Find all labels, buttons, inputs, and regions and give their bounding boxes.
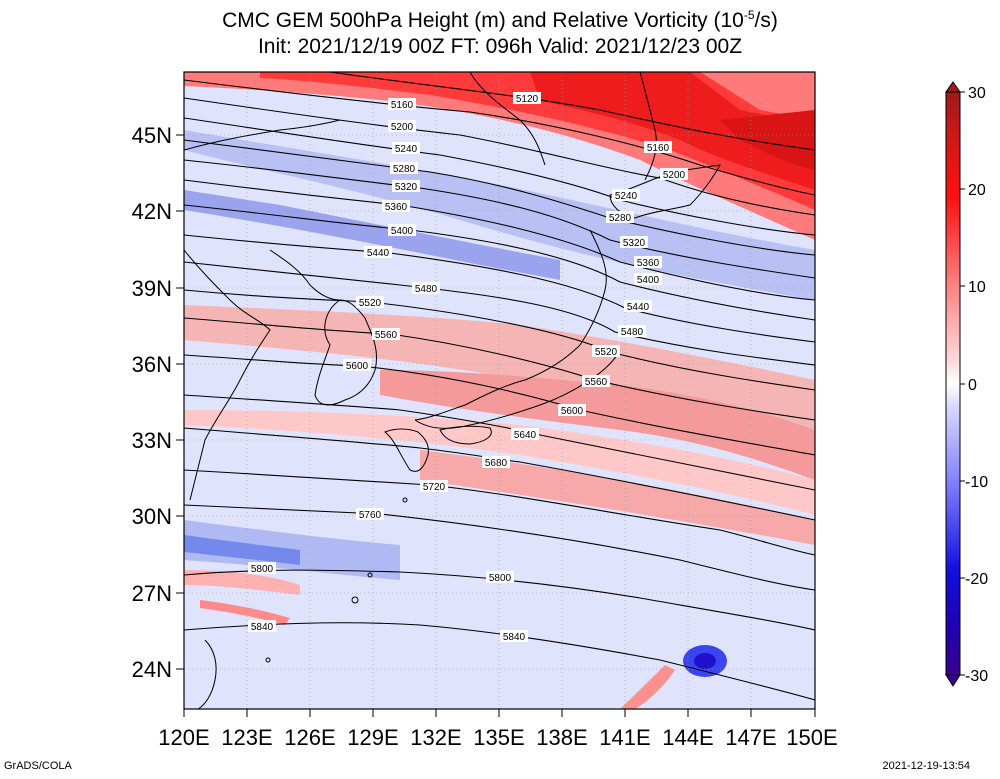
lon-label: 135E <box>473 725 524 750</box>
contour-label: 5680 <box>485 458 508 469</box>
contour-label: 5240 <box>395 144 418 155</box>
footer-timestamp: 2021-12-19-13:54 <box>882 760 970 772</box>
contour-label: 5160 <box>391 100 414 111</box>
colorbar-bottom-arrow <box>945 674 961 687</box>
colorbar-tick-label: 0 <box>968 377 977 394</box>
colorbar-tick-label: 20 <box>968 182 986 199</box>
contour-label: 5760 <box>359 510 382 521</box>
colorbar-tick-label: -30 <box>965 668 988 685</box>
lon-label: 147E <box>725 725 776 750</box>
colorbar-top-arrow <box>945 81 961 93</box>
lon-label: 141E <box>599 725 650 750</box>
lon-label: 138E <box>536 725 587 750</box>
contour-label: 5480 <box>415 284 438 295</box>
colorbar-tick-label: 30 <box>968 85 986 102</box>
footer-credit: GrADS/COLA <box>4 760 72 772</box>
latitude-labels: 45N 42N 39N 36N 33N 30N 27N 24N <box>132 123 172 682</box>
colorbar-gradient <box>945 91 961 676</box>
lon-label: 120E <box>158 725 209 750</box>
contour-label: 5520 <box>595 347 618 358</box>
lat-label: 24N <box>132 657 172 682</box>
contour-label: 5440 <box>367 248 390 259</box>
lon-label: 126E <box>284 725 335 750</box>
colorbar-tick-label: -20 <box>965 571 988 588</box>
lat-label: 33N <box>132 428 172 453</box>
contour-label-5120-north: 5120 <box>513 92 541 105</box>
coastlines <box>184 72 721 709</box>
contour-label: 5240 <box>615 191 638 202</box>
lat-label: 42N <box>132 199 172 224</box>
contour-label: 5720 <box>423 482 446 493</box>
contour-label: 5160 <box>388 98 416 111</box>
contour-label: 5480 <box>621 327 644 338</box>
lat-label: 39N <box>132 276 172 301</box>
map-title-line1: CMC GEM 500hPa Height (m) and Relative V… <box>222 8 778 32</box>
colorbar-tick-label: 10 <box>968 279 986 296</box>
contour-label: 5440 <box>627 302 650 313</box>
contour-label: 5600 <box>561 406 584 417</box>
contour-label: 5800 <box>251 564 274 575</box>
contour-label: 5400 <box>391 226 414 237</box>
lon-label: 144E <box>662 725 713 750</box>
contour-label: 5840 <box>503 632 526 643</box>
lon-label: 150E <box>786 725 837 750</box>
colorbar-tick-label: -10 <box>965 474 988 491</box>
vorticity-field <box>184 72 815 709</box>
contour-label: 5200 <box>391 122 414 133</box>
contour-label: 5400 <box>637 275 660 286</box>
contour-label: 5320 <box>623 238 646 249</box>
lon-label: 123E <box>221 725 272 750</box>
contour-label: 5640 <box>514 430 537 441</box>
contour-label: 5520 <box>359 298 382 309</box>
contour-label: 5280 <box>609 213 632 224</box>
contour-label: 5360 <box>385 202 408 213</box>
contour-label: 5160 <box>647 143 670 154</box>
lon-label: 132E <box>410 725 461 750</box>
lat-label: 27N <box>132 581 172 606</box>
contour-label: 5360 <box>637 258 660 269</box>
map-title-line2: Init: 2021/12/19 00Z FT: 096h Valid: 202… <box>257 35 743 58</box>
lat-label: 36N <box>132 352 172 377</box>
contour-label: 5840 <box>251 622 274 633</box>
contour-label: 5600 <box>346 361 369 372</box>
contour-label: 5800 <box>489 573 512 584</box>
axis-ticks <box>176 134 816 717</box>
lat-label: 30N <box>132 504 172 529</box>
contour-label-group: 5120 5160 5200 5240 5280 5320 5360 5400 … <box>248 92 688 643</box>
lat-label: 45N <box>132 123 172 148</box>
contour-label: 5320 <box>395 182 418 193</box>
contour-label: 5560 <box>585 377 608 388</box>
contour-label: 5200 <box>663 170 686 181</box>
contour-label: 5560 <box>375 330 398 341</box>
lon-label: 129E <box>347 725 398 750</box>
longitude-labels: 120E 123E 126E 129E 132E 135E 138E 141E … <box>158 725 837 750</box>
contour-label: 5120 <box>516 94 539 105</box>
contour-label: 5280 <box>393 164 416 175</box>
colorbar: 30 20 10 0 -10 -20 -30 <box>945 81 988 687</box>
